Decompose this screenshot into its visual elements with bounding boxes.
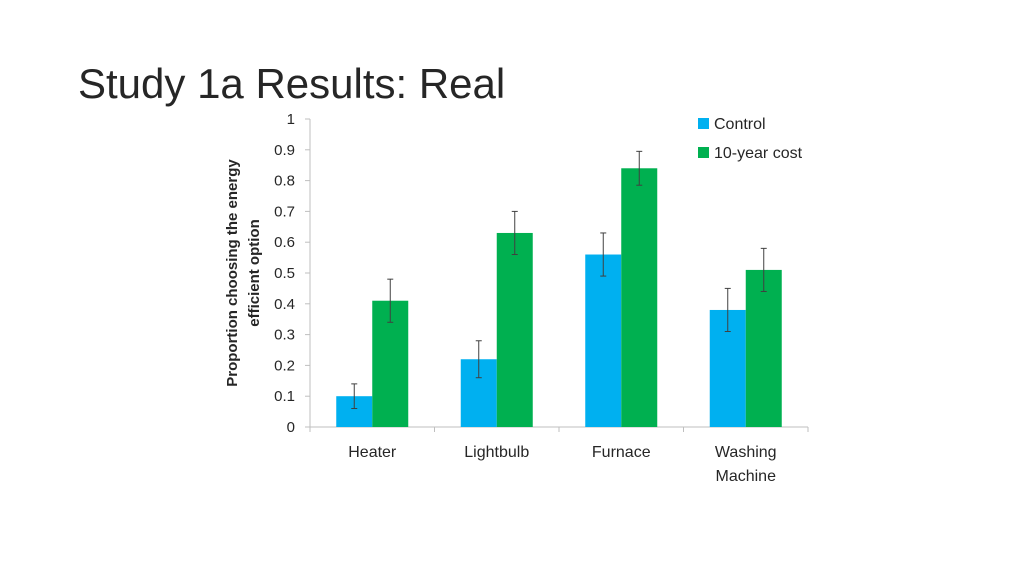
legend-label: 10-year cost <box>714 145 803 162</box>
y-tick-label: 0.7 <box>274 203 295 220</box>
y-tick-label: 0.3 <box>274 327 295 344</box>
y-tick-label: 0.5 <box>274 265 295 282</box>
legend-swatch <box>698 118 709 129</box>
chart-axes: 0 0.1 0.2 0.3 0.4 0.5 0.6 0.7 0.8 0.9 1 <box>274 111 809 436</box>
bar <box>745 269 782 427</box>
y-tick-label: 0.1 <box>274 388 295 405</box>
legend-swatch <box>698 147 709 158</box>
x-category-label: Furnace <box>592 444 651 461</box>
y-tick-label: 0 <box>287 419 295 436</box>
bar <box>621 168 658 427</box>
chart-legend: Control 10-year cost <box>698 116 803 162</box>
slide-title: Study 1a Results: Real <box>78 60 506 107</box>
chart-y-axis-label: Proportion choosing the energy efficient … <box>224 159 263 387</box>
y-axis-title-line: efficient option <box>246 219 263 327</box>
x-category-label: Heater <box>348 444 397 461</box>
bar <box>496 232 533 427</box>
y-tick-label: 0.2 <box>274 357 295 374</box>
bar <box>585 254 622 427</box>
x-category-label: Lightbulb <box>464 444 529 461</box>
y-axis-title-line: Proportion choosing the energy <box>224 159 241 387</box>
y-tick-label: 1 <box>287 111 295 128</box>
chart-bars <box>336 168 782 427</box>
y-tick-label: 0.6 <box>274 234 295 251</box>
chart-error-bars <box>351 150 767 410</box>
y-tick-label: 0.4 <box>274 296 295 313</box>
x-category-label: Machine <box>716 468 777 485</box>
legend-label: Control <box>714 116 766 133</box>
y-tick-label: 0.9 <box>274 142 295 159</box>
y-tick-label: 0.8 <box>274 173 295 190</box>
x-category-label: Washing <box>715 444 777 461</box>
chart-category-labels: Heater Lightbulb Furnace Washing Machine <box>348 444 776 485</box>
